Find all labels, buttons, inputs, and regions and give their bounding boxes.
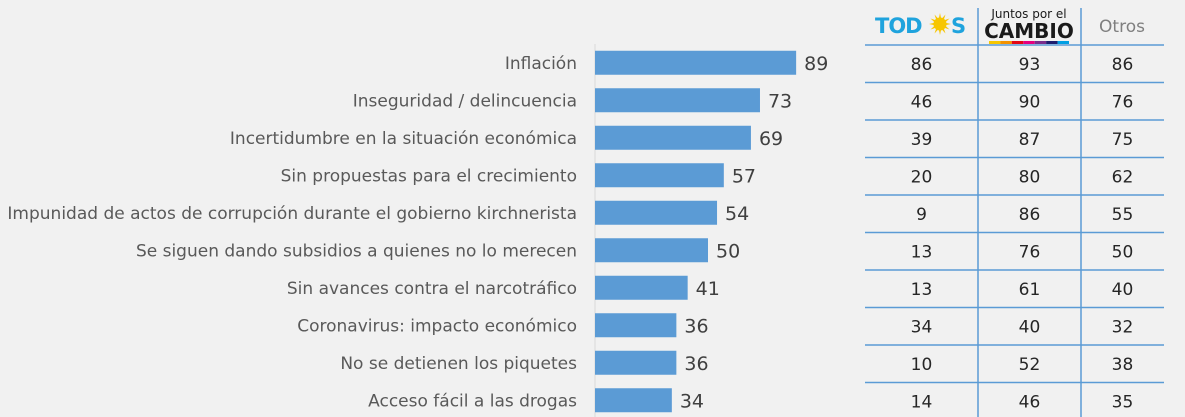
bar-value-label: 36 — [684, 353, 708, 375]
bar — [595, 238, 708, 263]
category-label: Sin avances contra el narcotráfico — [287, 279, 577, 299]
sun-ray — [934, 28, 938, 34]
table-cell: 34 — [911, 317, 933, 337]
table-cell: 61 — [1019, 280, 1041, 300]
category-label: Inseguridad / delincuencia — [353, 91, 577, 111]
table-cell: 40 — [1112, 280, 1134, 300]
party-table: 86 46 39 20 9 13 13 34 10 14 93 90 87 80 86 76 61 40 52 46 8… — [865, 8, 1164, 417]
sun-ray — [938, 29, 942, 35]
stripe-segment — [989, 41, 1001, 44]
table-cell: 9 — [916, 205, 927, 225]
sun-icon — [929, 13, 951, 35]
category-label: Incertidumbre en la situación económica — [230, 129, 577, 149]
bar — [595, 313, 677, 338]
table-cell: 86 — [1019, 205, 1041, 225]
sun-ray — [934, 14, 938, 20]
table-cell: 50 — [1112, 242, 1134, 262]
category-label: Sin propuestas para el crecimiento — [281, 166, 577, 186]
table-cell: 62 — [1112, 167, 1134, 187]
sun-ray — [942, 14, 946, 20]
table-cell: 52 — [1019, 355, 1041, 375]
stripe-segment — [1057, 41, 1069, 44]
todos-logo-right: S — [951, 14, 966, 38]
table-cell: 32 — [1112, 317, 1134, 337]
table-cell: 39 — [911, 130, 933, 150]
table-cell: 35 — [1112, 392, 1134, 412]
table-cell: 76 — [1019, 242, 1041, 262]
jxc-logo-top: Juntos por el — [990, 7, 1066, 21]
bar-value-label: 73 — [768, 90, 792, 112]
category-label: Inflación — [505, 54, 577, 74]
bar-value-label: 57 — [732, 165, 756, 187]
table-cell: 38 — [1112, 355, 1134, 375]
table-cell: 93 — [1019, 55, 1041, 75]
sun-ray — [944, 18, 950, 22]
bar-value-label: 50 — [716, 240, 740, 262]
category-label: Impunidad de actos de corrupción durante… — [7, 204, 577, 224]
otros-header: Otros — [1099, 17, 1145, 37]
sun-ray — [929, 22, 935, 26]
bar — [595, 388, 672, 413]
table-cell: 87 — [1019, 130, 1041, 150]
stripe-segment — [1046, 41, 1058, 44]
bar — [595, 88, 760, 113]
table-cell: 55 — [1112, 205, 1134, 225]
table-cell: 10 — [911, 355, 933, 375]
bar — [595, 163, 724, 188]
table-cell: 86 — [911, 55, 933, 75]
table-cell: 76 — [1112, 92, 1134, 112]
sun-ray — [930, 26, 936, 30]
jxc-color-stripe — [989, 41, 1069, 44]
stripe-segment — [1011, 41, 1024, 44]
bar-value-label: 54 — [725, 203, 749, 225]
category-label: Acceso fácil a las drogas — [368, 391, 577, 411]
sun-ray — [942, 28, 946, 34]
sun-ray — [945, 22, 951, 26]
bar — [595, 200, 718, 225]
table-cell: 86 — [1112, 55, 1134, 75]
category-label: No se detienen los piquetes — [340, 354, 577, 374]
sun-ray — [938, 13, 942, 19]
table-cell: 13 — [911, 242, 933, 262]
bar-value-label: 36 — [684, 315, 708, 337]
sun-ray — [944, 26, 950, 30]
bar-value-label: 34 — [680, 390, 704, 412]
bar-value-label: 41 — [696, 278, 720, 300]
table-cell: 40 — [1019, 317, 1041, 337]
table-cell: 75 — [1112, 130, 1134, 150]
todos-logo: TOD S — [875, 13, 966, 38]
stripe-segment — [1000, 41, 1012, 44]
table-cell: 80 — [1019, 167, 1041, 187]
category-label: Se siguen dando subsidios a quienes no l… — [136, 241, 577, 261]
table-cell: 46 — [1019, 392, 1041, 412]
category-label: Coronavirus: impacto económico — [297, 316, 577, 336]
bar — [595, 275, 688, 300]
bar-value-label: 89 — [804, 53, 828, 75]
table-cell: 20 — [911, 167, 933, 187]
bar — [595, 50, 797, 75]
sun-ray — [930, 18, 936, 22]
bar-value-label: 69 — [759, 128, 783, 150]
jxc-logo-bottom: CAMBIO — [984, 19, 1074, 43]
table-cell: 90 — [1019, 92, 1041, 112]
table-cell: 13 — [911, 280, 933, 300]
bar — [595, 350, 677, 375]
todos-logo-left: TOD — [875, 14, 922, 38]
jxc-logo: Juntos por el CAMBIO — [984, 7, 1074, 44]
stripe-segment — [1034, 41, 1047, 44]
bar — [595, 125, 751, 150]
stripe-segment — [1023, 41, 1035, 44]
bars-group: Inflación 89 Inseguridad / delincuencia 73 I… — [7, 50, 828, 413]
table-cell: 14 — [911, 392, 933, 412]
table-cell: 46 — [911, 92, 933, 112]
